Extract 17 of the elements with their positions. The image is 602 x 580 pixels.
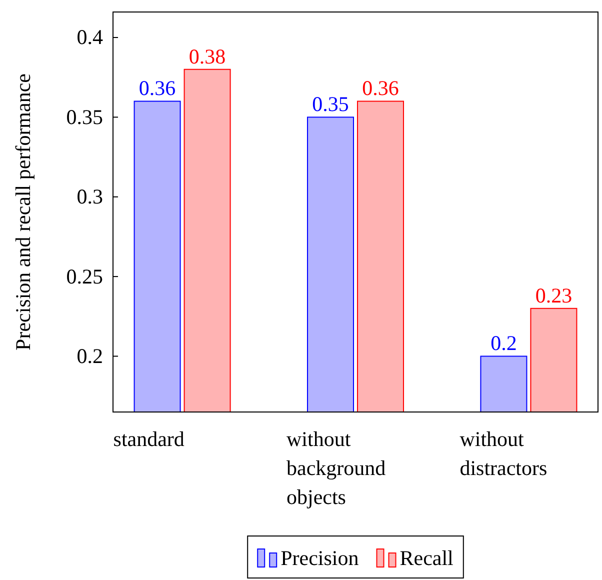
legend-label: Precision bbox=[280, 546, 360, 570]
y-tick-label: 0.4 bbox=[76, 25, 104, 50]
x-tick-label: without distractors bbox=[460, 427, 548, 480]
x-tick-label: without background objects bbox=[286, 427, 386, 509]
data-label: 0.35 bbox=[312, 92, 349, 116]
y-tick-label: 0.3 bbox=[76, 184, 103, 209]
y-tick-label: 0.2 bbox=[76, 344, 103, 368]
data-label: 0.36 bbox=[362, 76, 399, 100]
data-label: 0.2 bbox=[490, 331, 517, 356]
y-tick-label: 0.25 bbox=[66, 264, 103, 288]
x-tick-label: standard bbox=[113, 427, 185, 451]
legend-label: Recall bbox=[400, 546, 454, 570]
data-label: 0.36 bbox=[138, 76, 176, 100]
data-label: 0.38 bbox=[188, 44, 226, 68]
data-label: 0.23 bbox=[535, 283, 572, 308]
y-axis-title: Precision and recall performance bbox=[11, 74, 35, 350]
y-tick-label: 0.35 bbox=[66, 104, 103, 129]
